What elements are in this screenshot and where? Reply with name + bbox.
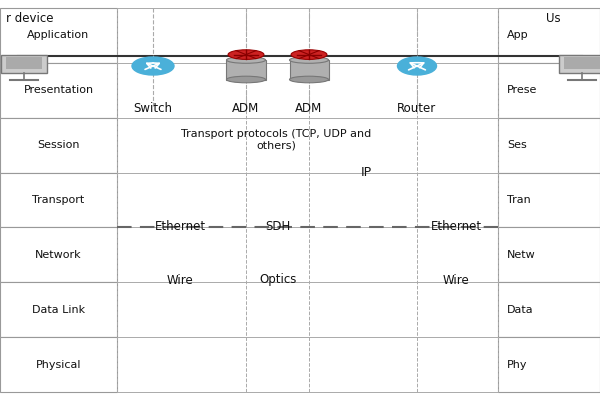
Bar [6, 57, 42, 69]
Text: Session: Session [37, 140, 80, 150]
Text: Wire: Wire [443, 274, 469, 286]
Bar [0, 228, 117, 282]
Bar [0, 8, 117, 63]
Text: ADM: ADM [232, 102, 260, 115]
Bar [0, 337, 117, 392]
Ellipse shape [290, 76, 329, 83]
Ellipse shape [397, 57, 436, 75]
Bar [498, 172, 600, 228]
Text: Switch: Switch [133, 102, 173, 115]
Text: Netw: Netw [507, 250, 536, 260]
Text: Wire: Wire [167, 274, 193, 286]
Bar [498, 8, 600, 63]
Bar [498, 63, 600, 118]
Bar [498, 118, 600, 172]
Ellipse shape [228, 50, 264, 60]
Bar [290, 60, 329, 80]
Bar [0, 282, 117, 337]
Text: Prese: Prese [507, 85, 538, 95]
Bar [498, 337, 600, 392]
Text: Transport protocols (TCP, UDP and
others): Transport protocols (TCP, UDP and others… [181, 129, 371, 151]
Bar [0, 63, 117, 118]
Ellipse shape [291, 50, 327, 60]
Bar [498, 282, 600, 337]
Text: Tran: Tran [507, 195, 531, 205]
Text: Application: Application [28, 30, 89, 40]
Text: IP: IP [361, 166, 371, 178]
Bar [0, 118, 117, 172]
Text: Physical: Physical [36, 360, 81, 370]
Text: Optics: Optics [259, 274, 296, 286]
Bar [559, 55, 600, 73]
Text: Data: Data [507, 305, 533, 315]
Bar [1, 55, 47, 73]
Ellipse shape [227, 76, 265, 83]
Bar [227, 60, 265, 80]
Text: Router: Router [397, 102, 437, 115]
Text: r device: r device [6, 12, 53, 25]
Text: Transport: Transport [32, 195, 85, 205]
Text: App: App [507, 30, 529, 40]
Text: Ses: Ses [507, 140, 527, 150]
Text: ADM: ADM [295, 102, 323, 115]
Ellipse shape [227, 57, 265, 63]
Ellipse shape [290, 57, 329, 63]
Text: Phy: Phy [507, 360, 527, 370]
Text: Network: Network [35, 250, 82, 260]
Bar [564, 57, 600, 69]
Ellipse shape [132, 57, 174, 75]
Text: Presentation: Presentation [23, 85, 94, 95]
Text: Data Link: Data Link [32, 305, 85, 315]
Text: Ethernet: Ethernet [430, 220, 482, 232]
Text: Ethernet: Ethernet [154, 220, 206, 232]
Bar [0, 172, 117, 228]
Text: Us: Us [546, 12, 560, 25]
Bar [498, 228, 600, 282]
Text: SDH: SDH [265, 220, 290, 232]
